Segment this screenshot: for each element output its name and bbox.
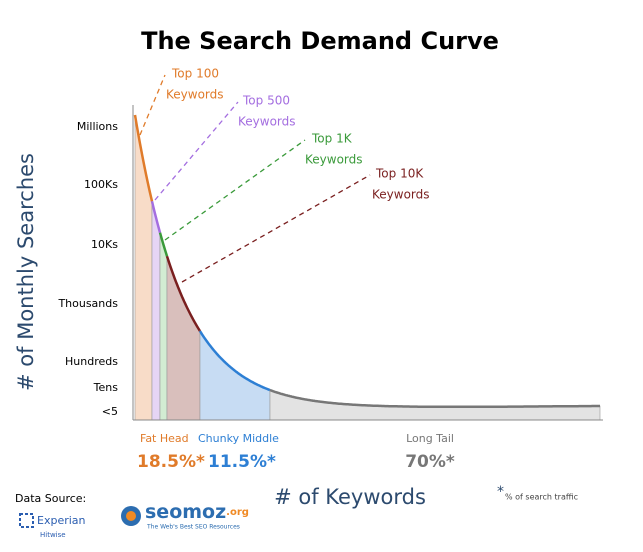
logo-text: seomoz.org bbox=[145, 501, 249, 523]
callout-label: Top 100 bbox=[171, 67, 219, 81]
y-tick-label: <5 bbox=[102, 405, 118, 418]
seomoz-logo: seomoz.org The Web's Best SEO Resources bbox=[121, 501, 249, 531]
logo-icon bbox=[126, 511, 136, 521]
source-sub: Hitwise bbox=[40, 531, 66, 539]
logo-suffix: .org bbox=[226, 507, 249, 518]
y-tick-label: Tens bbox=[93, 381, 119, 394]
callout-label: Top 500 bbox=[242, 94, 290, 108]
footnote-text: % of search traffic bbox=[505, 493, 578, 502]
callout-label: Keywords bbox=[166, 88, 224, 102]
logo-tagline: The Web's Best SEO Resources bbox=[146, 524, 240, 531]
segment-share: 18.5%* bbox=[137, 452, 205, 472]
y-tick-label: Thousands bbox=[57, 297, 118, 310]
callout-label: Top 10K bbox=[375, 167, 424, 181]
segment-name: Fat Head bbox=[140, 432, 189, 445]
curve-line bbox=[133, 114, 154, 202]
curve-line bbox=[198, 330, 271, 392]
y-axis-title: # of Monthly Searches bbox=[14, 153, 38, 391]
callout-label: Top 1K bbox=[311, 132, 353, 146]
curve-line bbox=[150, 201, 162, 234]
chart-title: The Search Demand Curve bbox=[141, 27, 499, 55]
source-label: Data Source: bbox=[15, 492, 86, 505]
callout-label: Keywords bbox=[305, 153, 363, 167]
y-tick-label: 100Ks bbox=[84, 178, 118, 191]
experian-logo: Experian Hitwise bbox=[19, 513, 86, 539]
curve-area bbox=[159, 232, 168, 421]
x-axis-title: # of Keywords bbox=[274, 485, 426, 509]
footnote-mark: * bbox=[497, 484, 504, 500]
curve-line bbox=[158, 232, 169, 257]
callout-label: Keywords bbox=[238, 115, 296, 129]
callout-line bbox=[154, 101, 239, 201]
curve-area bbox=[269, 389, 601, 421]
curve-line bbox=[269, 388, 600, 409]
y-tick-label: Millions bbox=[77, 120, 118, 133]
source-brand: Experian bbox=[37, 514, 86, 527]
segment-name: Chunky Middle bbox=[198, 432, 279, 445]
curve-area bbox=[151, 201, 161, 421]
logo-icon bbox=[19, 513, 34, 528]
curve-line bbox=[165, 255, 202, 332]
callout-line bbox=[139, 74, 166, 136]
y-tick-label: 10Ks bbox=[91, 238, 118, 251]
callout-label: Keywords bbox=[372, 188, 430, 202]
y-tick-label: Hundreds bbox=[65, 355, 118, 368]
callout-line bbox=[164, 139, 306, 241]
callout-line bbox=[181, 174, 371, 283]
segment-share: 70%* bbox=[405, 452, 455, 472]
segment-name: Long Tail bbox=[406, 432, 454, 445]
logo-name: seomoz bbox=[145, 501, 226, 523]
segment-share: 11.5%* bbox=[208, 452, 276, 472]
